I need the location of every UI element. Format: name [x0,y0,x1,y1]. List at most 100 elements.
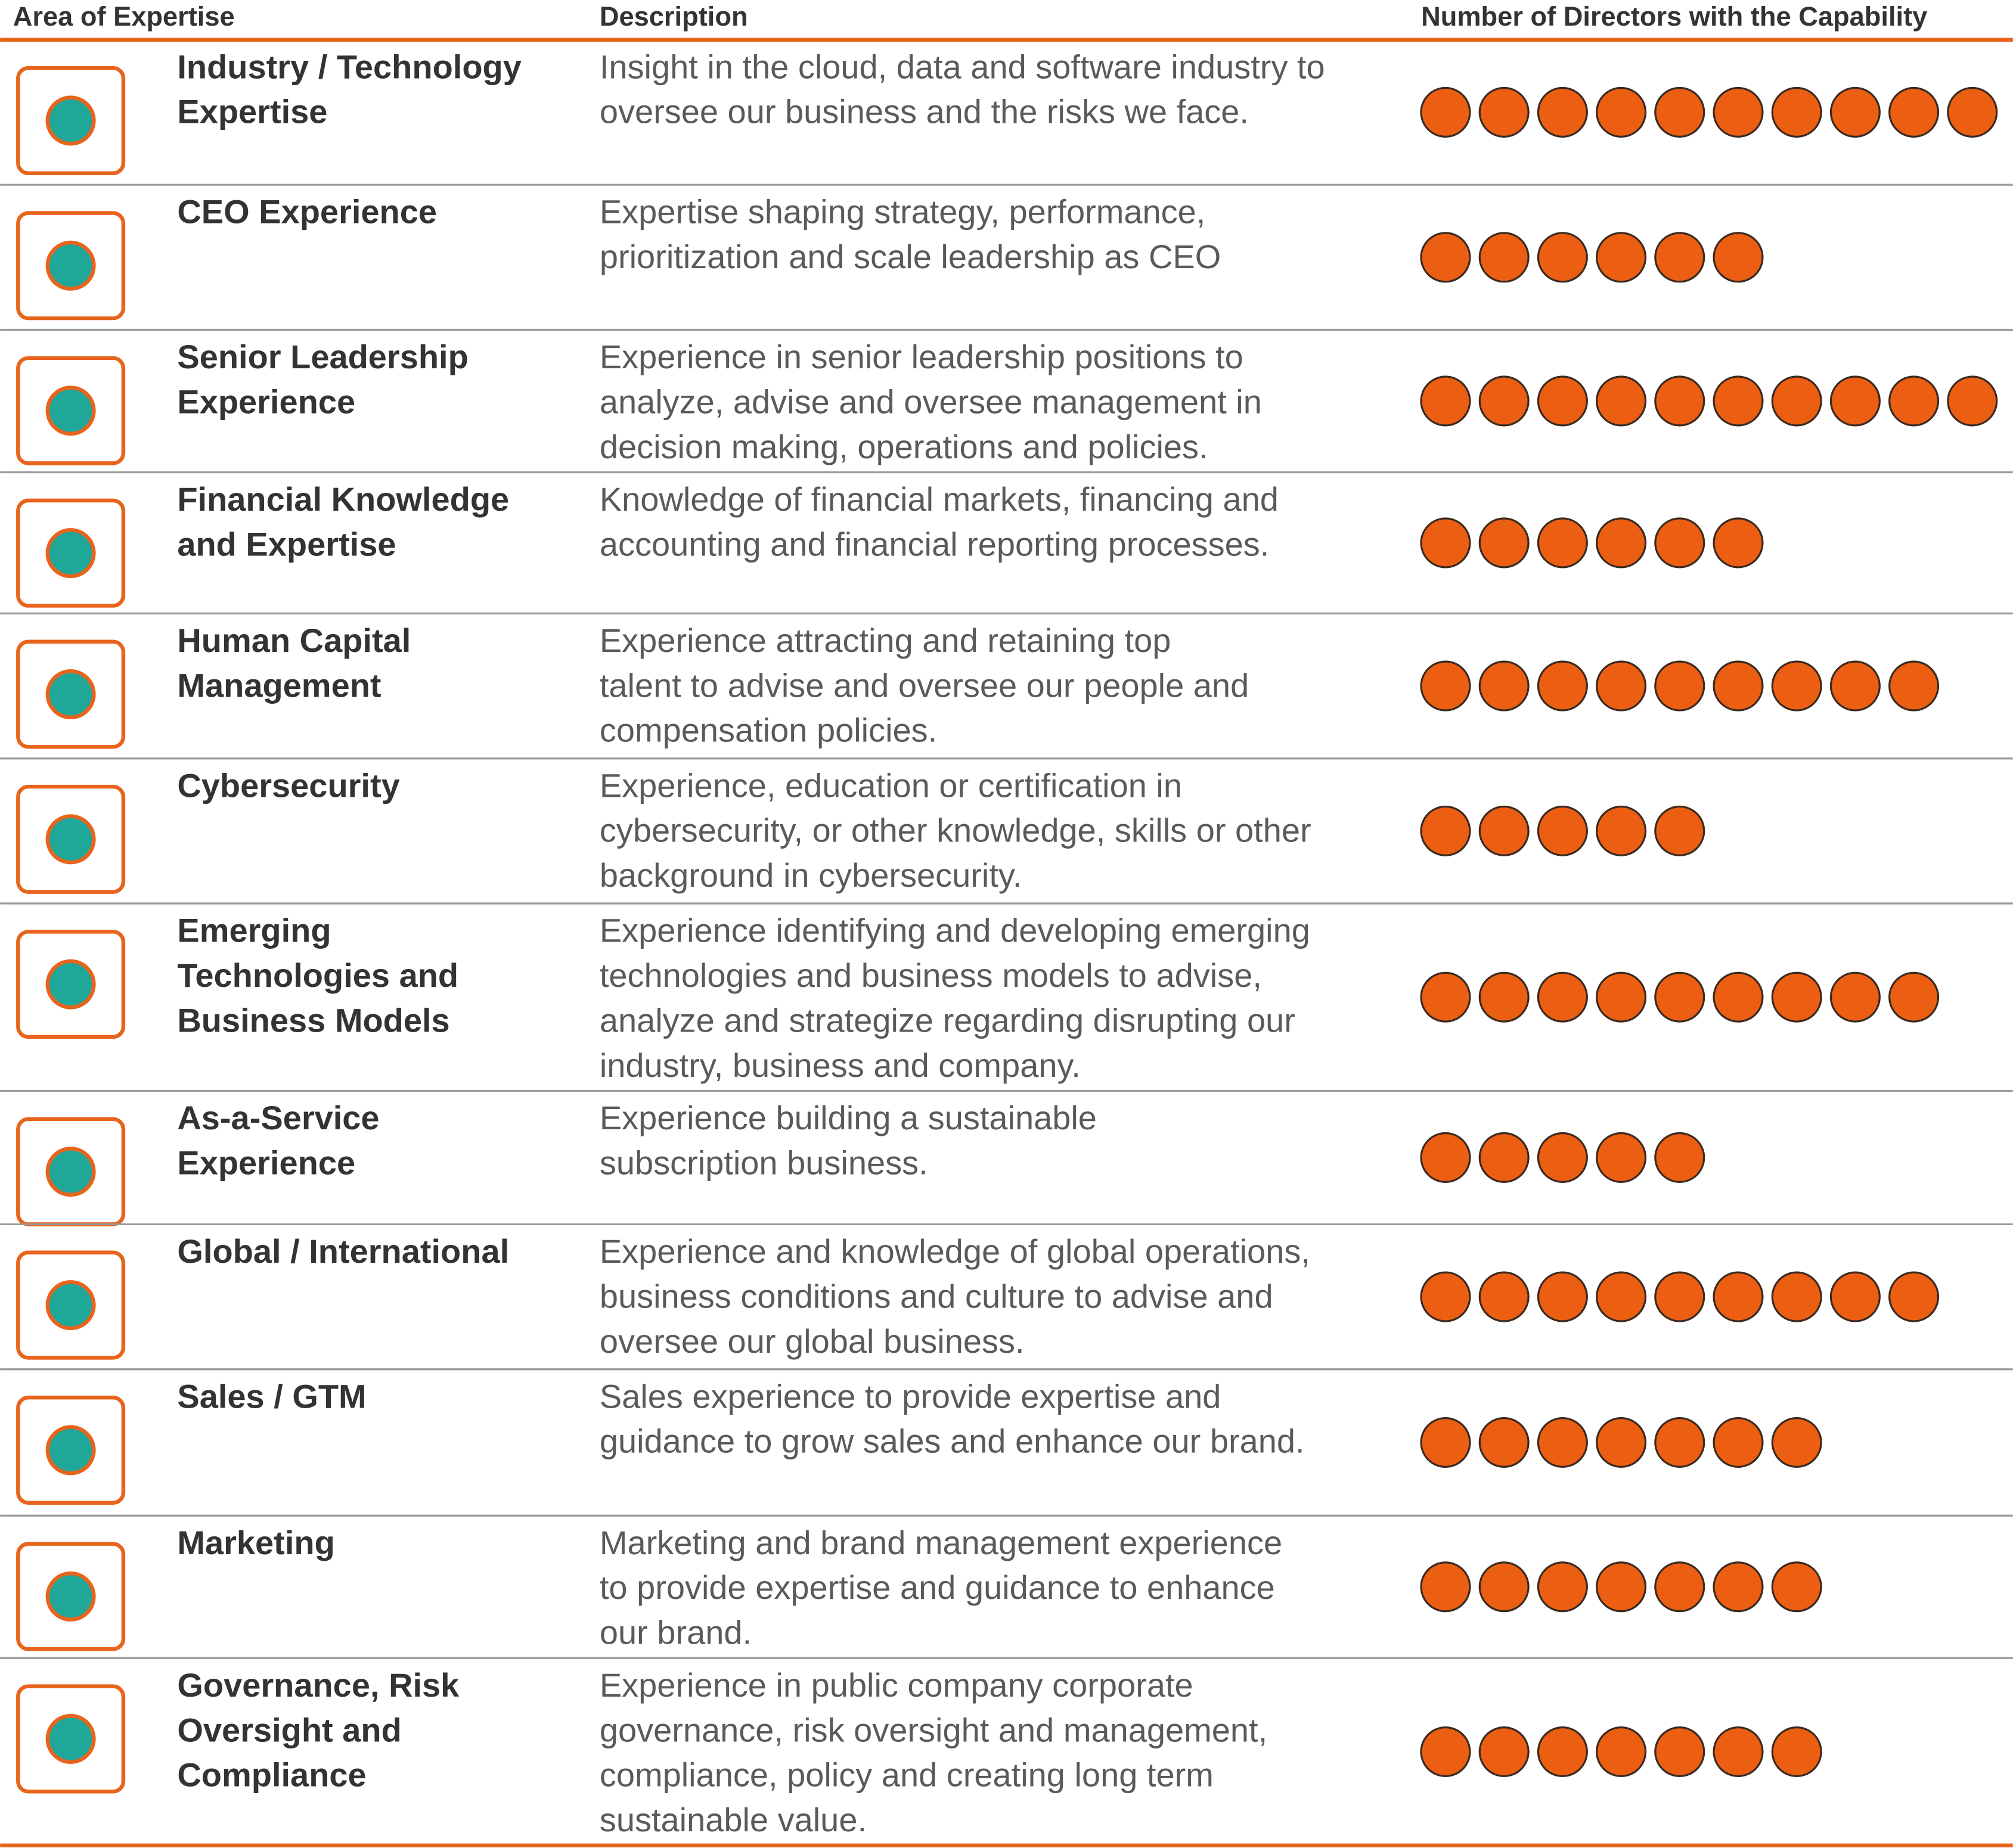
director-dot [1537,517,1588,569]
director-dot [1829,1271,1881,1322]
column-header: Number of Directors with the Capability [1421,1,1927,32]
director-dot [1947,375,1998,427]
description: oversee our global business. [600,1322,1025,1360]
description: Expertise shaping strategy, performance, [600,193,1206,231]
description: Experience and knowledge of global opera… [600,1232,1310,1270]
icon-frame [16,498,126,608]
icon-core [45,95,96,146]
icon-frame [16,1250,126,1360]
director-dot [1654,1417,1705,1468]
director-dot [1713,1726,1764,1778]
director-dot [1947,86,1998,138]
icon-core [45,959,96,1010]
description: Experience building a sustainable [600,1099,1097,1136]
area-name: Business Models [177,1001,449,1039]
director-dot [1478,1726,1530,1778]
icon-frame [16,930,126,1039]
column-header: Area of Expertise [13,1,235,32]
area-name: Sales / GTM [177,1377,366,1415]
director-dot [1654,805,1705,856]
director-dot [1420,805,1471,856]
director-dot [1596,232,1647,283]
area-name: Marketing [177,1524,334,1561]
description: Experience in senior leadership position… [600,338,1243,375]
director-dot [1537,86,1588,138]
director-dot [1654,86,1705,138]
director-dot [1888,86,1940,138]
description: Experience in public company corporate [600,1666,1193,1704]
director-dot [1713,1417,1764,1468]
icon-core [45,1280,96,1331]
director-dot [1478,1132,1530,1183]
director-dot [1537,1726,1588,1778]
icon-core [45,240,96,291]
director-dot [1713,971,1764,1023]
area-name: and Expertise [177,525,396,563]
area-name: Emerging [177,912,331,949]
description: Sales experience to provide expertise an… [600,1377,1221,1415]
director-dot [1713,1561,1764,1613]
icon-frame [16,66,126,175]
director-dot [1888,660,1940,712]
director-dot [1654,660,1705,712]
director-dot [1596,805,1647,856]
director-dot [1537,805,1588,856]
director-dot [1771,1726,1822,1778]
director-dot [1596,660,1647,712]
director-dot [1713,86,1764,138]
description: cybersecurity, or other knowledge, skill… [600,812,1311,849]
director-dot [1713,375,1764,427]
director-dot [1478,805,1530,856]
director-dot [1420,1726,1471,1778]
description: Experience, education or certification i… [600,766,1182,804]
area-name: Oversight and [177,1711,401,1748]
director-dot [1771,1271,1822,1322]
director-dot [1654,1132,1705,1183]
director-dot [1537,971,1588,1023]
description: Insight in the cloud, data and software … [600,48,1325,85]
description: technologies and business models to advi… [600,956,1262,994]
icon-core [45,669,96,720]
icon-core [45,386,96,436]
director-dot [1478,1271,1530,1322]
description: business conditions and culture to advis… [600,1277,1273,1315]
director-dot [1771,1417,1822,1468]
director-dot [1654,1561,1705,1613]
icon-core [45,814,96,865]
director-dot [1829,971,1881,1023]
director-dot [1537,1132,1588,1183]
director-dot [1478,232,1530,283]
icon-core [45,1571,96,1622]
description: to provide expertise and guidance to enh… [600,1569,1275,1606]
description: guidance to grow sales and enhance our b… [600,1423,1305,1460]
director-dot [1420,660,1471,712]
director-dot [1654,375,1705,427]
area-name: Governance, Risk [177,1666,460,1704]
director-dot [1537,1561,1588,1613]
area-name: Cybersecurity [177,766,399,804]
description: Knowledge of financial markets, financin… [600,480,1279,518]
director-dot [1478,517,1530,569]
area-name: Experience [177,1144,355,1181]
director-dot [1537,232,1588,283]
director-dot [1829,375,1881,427]
director-dot [1478,1417,1530,1468]
description: governance, risk oversight and managemen… [600,1711,1267,1748]
description: oversee our business and the risks we fa… [600,93,1249,131]
description: compensation policies. [600,712,937,749]
icon-core [45,1425,96,1476]
director-dot [1420,375,1471,427]
director-dot [1420,517,1471,569]
column-header: Description [600,1,748,32]
description: industry, business and company. [600,1046,1081,1084]
area-name: Financial Knowledge [177,480,509,518]
area-name: Global / International [177,1232,509,1270]
director-dot [1713,1271,1764,1322]
area-name: Industry / Technology [177,48,522,85]
director-dot [1654,971,1705,1023]
director-dot [1771,660,1822,712]
description: Marketing and brand management experienc… [600,1524,1282,1561]
director-dot [1596,517,1647,569]
director-dot [1654,1271,1705,1322]
